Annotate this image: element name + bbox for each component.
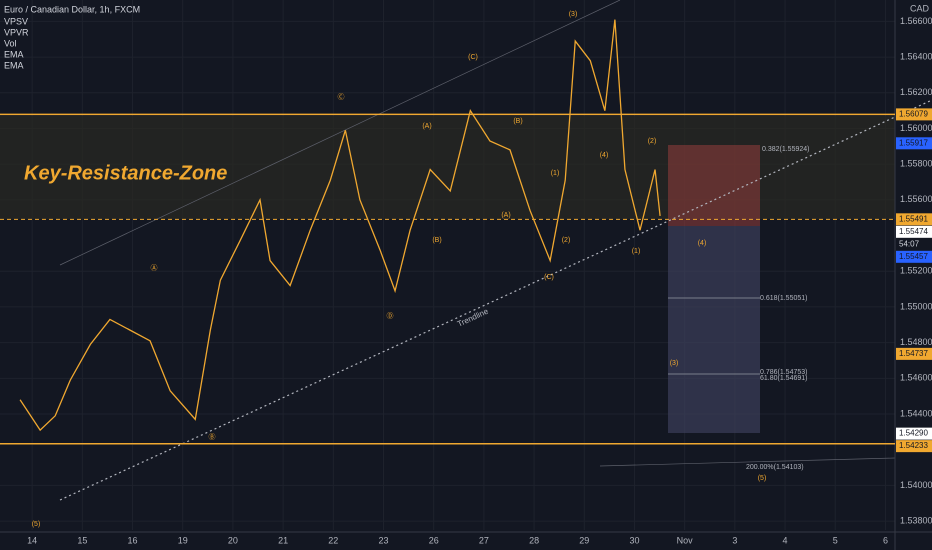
wave-label: (1): [551, 170, 560, 177]
channel-line: [59, 0, 621, 266]
price-marker: [896, 347, 932, 360]
wave-label: Ⓐ: [151, 264, 158, 272]
x-tick-label: 4: [783, 535, 788, 545]
y-tick-label: 1.54400: [900, 408, 932, 418]
y-tick-label: 1.54600: [900, 373, 932, 383]
wave-label: (B): [432, 237, 441, 244]
wave-label: (5): [32, 521, 41, 528]
price-marker: [896, 213, 932, 226]
wave-label: (A): [501, 212, 510, 219]
price-marker-label: 1.55457: [899, 252, 928, 261]
x-tick-label: 29: [579, 535, 589, 545]
indicator: VPVR: [4, 27, 29, 37]
wave-label: Ⓑ: [209, 433, 216, 441]
indicator: EMA: [4, 60, 24, 70]
x-tick-label: 19: [178, 535, 188, 545]
fib-label: 61.80(1.54691): [760, 375, 807, 382]
x-tick-label: 6: [883, 535, 888, 545]
wave-label: (5): [758, 475, 767, 482]
y-tick-label: 1.55200: [900, 266, 932, 276]
wave-label: (C): [468, 54, 478, 61]
price-marker: [896, 108, 932, 121]
wave-label: (A): [422, 123, 431, 130]
fib-label: 0.382(1.55924): [762, 146, 809, 153]
price-marker: [896, 137, 932, 150]
wave-label: (4): [698, 240, 707, 247]
x-tick-label: 30: [629, 535, 639, 545]
x-tick-label: Nov: [677, 535, 694, 545]
countdown: 54:07: [899, 239, 920, 248]
fib-label: 0.786(1.54753): [760, 369, 807, 376]
indicator: Vol: [4, 38, 17, 48]
price-line: [19, 19, 661, 432]
symbol: Euro / Canadian Dollar, 1h, FXCM: [4, 4, 140, 14]
price-marker: [896, 440, 932, 453]
x-tick-label: 14: [27, 535, 37, 545]
y-tick-label: 1.55000: [900, 301, 932, 311]
fib-label: 200.00%(1.54103): [746, 464, 804, 471]
wave-label: (2): [562, 237, 571, 244]
y-tick-label: 1.56000: [900, 123, 932, 133]
x-tick-label: 15: [77, 535, 87, 545]
price-marker-label: 1.55491: [899, 214, 928, 223]
wave-label: (3): [670, 360, 679, 367]
wave-label: (B): [513, 118, 522, 125]
y-tick-label: 1.55600: [900, 194, 932, 204]
wave-label: (3): [569, 11, 578, 18]
y-tick-label: 1.55800: [900, 159, 932, 169]
y-tick-label: 1.53800: [900, 515, 932, 525]
target-zone: [668, 226, 760, 433]
wave-label: (C): [544, 274, 554, 281]
price-marker-label: 1.55474: [899, 227, 928, 236]
y-tick-label: 1.54800: [900, 337, 932, 347]
fib-line: [599, 457, 896, 467]
x-tick-label: 23: [378, 535, 388, 545]
price-marker-label: 1.54233: [899, 441, 928, 450]
y-tick-label: 1.54000: [900, 480, 932, 490]
x-tick-label: 21: [278, 535, 288, 545]
wave-label: (2): [648, 138, 657, 145]
trendline-label: Trendline: [456, 306, 490, 328]
wave-label: Ⓓ: [387, 312, 394, 320]
zone-label: Key-Resistance-Zone: [24, 162, 227, 184]
stop-zone: [668, 145, 760, 226]
price-marker-label: 1.54290: [899, 429, 928, 438]
x-tick-label: 22: [328, 535, 338, 545]
price-marker: [896, 225, 932, 238]
price-marker-label: 1.54737: [899, 349, 928, 358]
indicator: VPSV: [4, 16, 28, 26]
y-tick-label: 1.56400: [900, 51, 932, 61]
x-tick-label: 27: [479, 535, 489, 545]
x-tick-label: 28: [529, 535, 539, 545]
price-marker-label: 1.55917: [899, 138, 928, 147]
price-marker: [896, 250, 932, 263]
wave-label: (4): [600, 152, 609, 159]
y-tick-label: 1.56600: [900, 16, 932, 26]
currency: CAD: [910, 3, 930, 13]
indicator: EMA: [4, 49, 24, 59]
x-tick-label: 16: [128, 535, 138, 545]
x-tick-label: 20: [228, 535, 238, 545]
price-marker: [896, 427, 932, 440]
price-marker-label: 1.56079: [899, 109, 928, 118]
x-tick-label: 3: [732, 535, 737, 545]
wave-label: (1): [632, 248, 641, 255]
x-tick-label: 26: [429, 535, 439, 545]
fib-label: 0.618(1.55051): [760, 295, 807, 302]
y-tick-label: 1.56200: [900, 87, 932, 97]
wave-label: Ⓒ: [338, 93, 345, 101]
x-tick-label: 5: [833, 535, 838, 545]
